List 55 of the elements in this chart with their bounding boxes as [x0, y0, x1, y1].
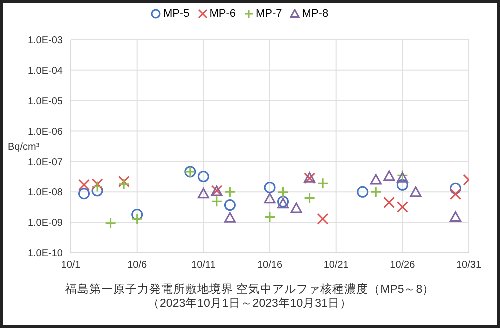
point — [264, 182, 276, 194]
legend-label: MP-7 — [256, 8, 282, 20]
x-tick-label: 10/1 — [61, 260, 82, 272]
point — [317, 178, 329, 190]
point — [317, 213, 329, 225]
point — [264, 211, 276, 223]
legend-label: MP-8 — [302, 8, 329, 20]
point — [132, 213, 144, 225]
x-tick-label: 10/31 — [456, 260, 482, 272]
y-tick-label: 1.0E-05 — [28, 96, 64, 108]
x-tick-label: 10/11 — [192, 260, 216, 272]
point — [410, 186, 422, 198]
point — [370, 186, 382, 198]
text: （2023年10月1日～2023年10月31日） — [147, 297, 353, 311]
point — [357, 186, 369, 198]
y-tick-label: 1.0E-04 — [28, 66, 64, 77]
x-tick-label: 10/16 — [257, 260, 283, 272]
legend-label: MP-6 — [210, 8, 236, 20]
point — [198, 188, 210, 199]
x-tick-label: 10/21 — [324, 260, 350, 272]
point — [450, 211, 462, 222]
legend-label: MP-5 — [163, 8, 190, 20]
point — [198, 171, 210, 183]
y-axis-title: Bq/cm³ — [8, 142, 40, 153]
point — [132, 209, 144, 221]
y-tick-label: 1.0E-08 — [28, 188, 64, 199]
x-tick-label: 10/26 — [390, 260, 416, 272]
point — [396, 179, 408, 191]
point — [304, 192, 316, 204]
point — [118, 178, 130, 190]
point — [290, 202, 302, 214]
point — [264, 193, 276, 204]
point — [224, 212, 236, 223]
point — [384, 196, 396, 208]
y-tick-label: 1.0E-07 — [28, 157, 64, 168]
x-tick-label: 10/6 — [128, 260, 148, 272]
point — [396, 201, 408, 213]
point — [211, 196, 223, 208]
point — [224, 200, 236, 212]
y-tick-label: 1.0E-10 — [28, 248, 64, 260]
point — [450, 182, 462, 194]
point — [396, 172, 408, 183]
point — [78, 188, 90, 200]
point — [224, 186, 236, 198]
point — [118, 176, 130, 188]
point — [370, 174, 382, 185]
point — [92, 181, 104, 193]
y-tick-label: 1.0E-03 — [28, 36, 64, 47]
text: 福島第一原子力発電所敷地境界 空気中アルファ核種濃度（MP5～8） — [64, 283, 436, 297]
point — [450, 188, 462, 200]
point — [278, 186, 290, 198]
point — [105, 218, 117, 230]
y-tick-label: 1.0E-06 — [28, 126, 64, 138]
point — [384, 170, 396, 182]
y-tick-label: 1.0E-09 — [28, 218, 64, 230]
